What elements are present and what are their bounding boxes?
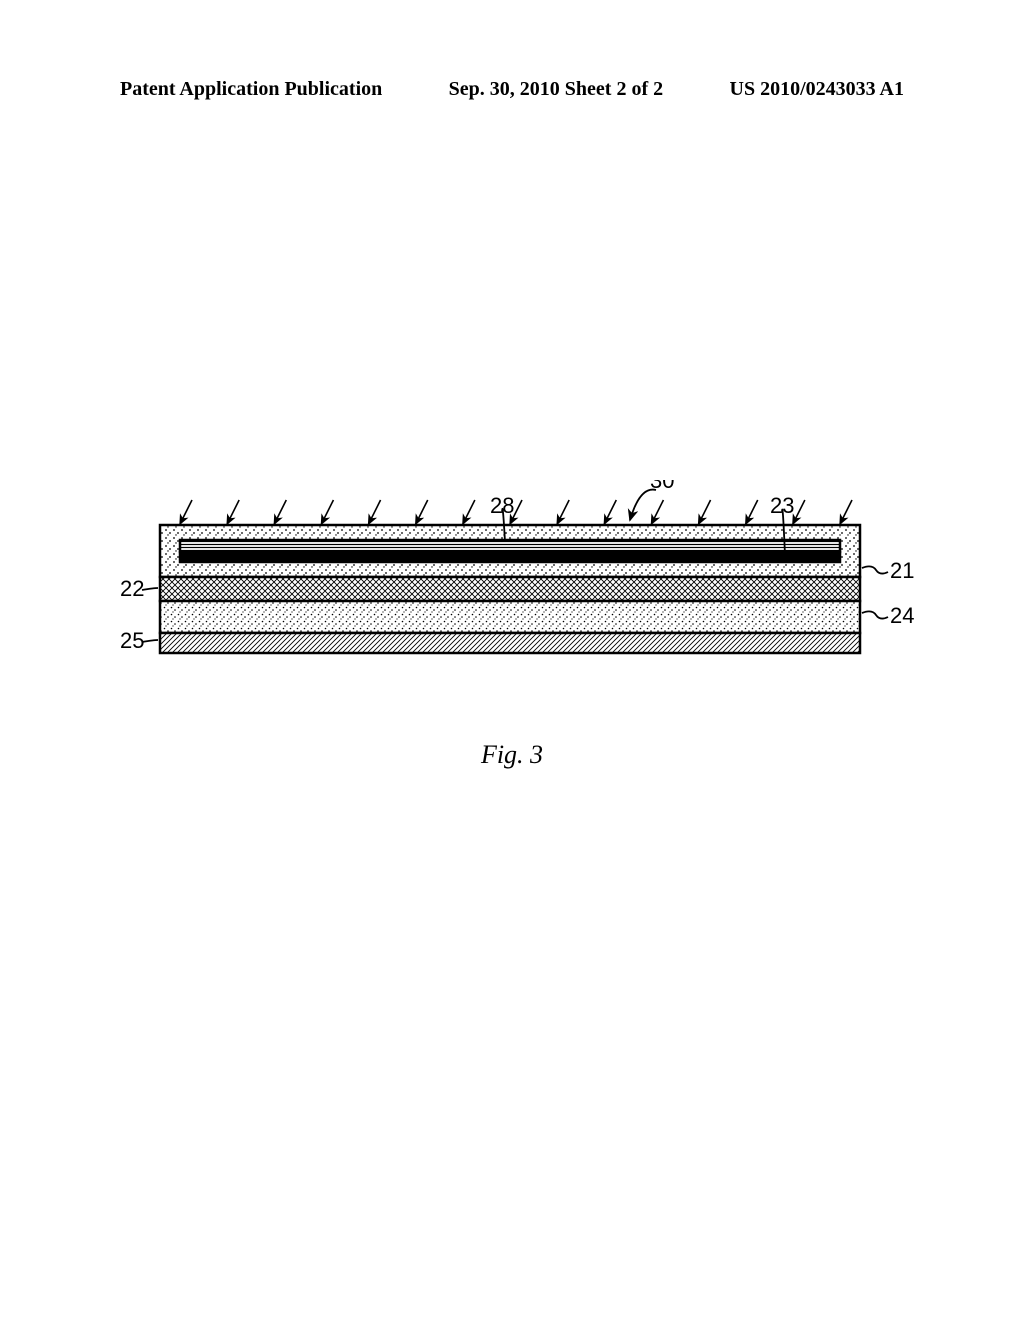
figure-caption: Fig. 3 <box>0 740 1024 770</box>
svg-text:21: 21 <box>890 558 914 583</box>
header-left: Patent Application Publication <box>120 78 382 101</box>
svg-text:23: 23 <box>770 493 794 518</box>
figure-3: 30 28 23 21 24 22 25 <box>100 480 920 740</box>
header-center: Sep. 30, 2010 Sheet 2 of 2 <box>449 78 663 101</box>
svg-text:24: 24 <box>890 603 914 628</box>
svg-text:30: 30 <box>650 480 674 493</box>
page-header: Patent Application Publication Sep. 30, … <box>0 78 1024 101</box>
svg-text:22: 22 <box>120 576 144 601</box>
svg-text:28: 28 <box>490 493 514 518</box>
svg-text:25: 25 <box>120 628 144 653</box>
header-right: US 2010/0243033 A1 <box>730 78 904 101</box>
figure-svg: 30 28 23 21 24 22 25 <box>100 480 920 740</box>
